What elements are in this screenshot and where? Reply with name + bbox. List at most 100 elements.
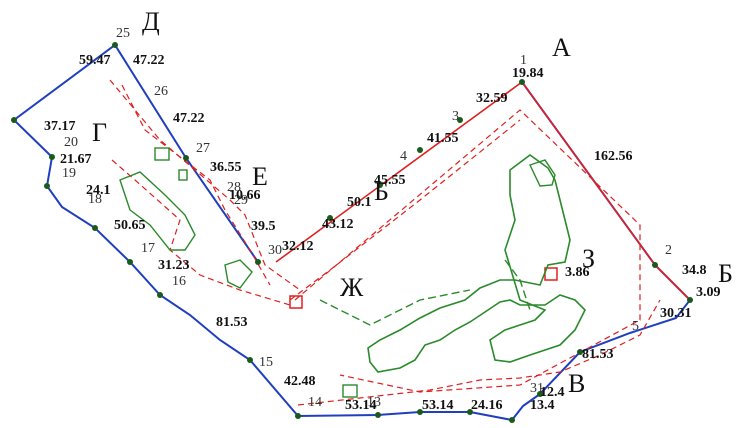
vertex (112, 42, 118, 48)
west-building-1 (119, 171, 196, 251)
segment-length: 3.86 (565, 265, 590, 280)
red-dashed-line-1 (294, 109, 641, 393)
west-building-2 (224, 259, 253, 289)
vertex (509, 417, 515, 423)
point-number: 4 (400, 149, 407, 164)
vertex (255, 259, 261, 265)
vertex (375, 412, 381, 418)
segment-length: 3.09 (696, 285, 721, 300)
segment-length: 42.48 (284, 374, 316, 389)
left-parcel-boundary (12, 43, 541, 422)
vertex (687, 297, 693, 303)
point-number: 17 (141, 241, 155, 256)
red-dashed-line-2 (109, 79, 301, 291)
vertex (417, 409, 423, 415)
segment-length: 53.14 (422, 398, 454, 413)
point-number: 3 (452, 109, 459, 124)
red-dashed-line-3 (121, 84, 271, 286)
segment-length: 81.53 (216, 315, 248, 330)
segment-length: 47.22 (173, 111, 205, 126)
point-number: 28 (227, 180, 241, 195)
point-number: 19 (62, 166, 76, 181)
vertex (652, 262, 658, 268)
point-number: 29 (234, 193, 248, 208)
corner-letter: Д (142, 7, 160, 36)
segment-length: 59.47 (79, 53, 111, 68)
point-number: 13 (367, 395, 381, 410)
corner-letter: З (582, 244, 595, 273)
segment-length: 30.31 (660, 306, 692, 321)
vertex (457, 117, 463, 123)
point-number: 31 (530, 381, 544, 396)
small-building-1 (154, 147, 170, 161)
vertex (127, 259, 133, 265)
segment-length: 50.1 (347, 195, 372, 210)
segment-length: 31.23 (158, 258, 190, 273)
vertex (11, 117, 17, 123)
point-number: 2 (665, 243, 672, 258)
segment-length: 45.55 (374, 173, 406, 188)
vertex (537, 391, 543, 397)
red-dashed-line-6 (289, 119, 521, 301)
point-number: 1 (520, 53, 527, 68)
segment-length: 32.12 (282, 239, 314, 254)
corner-letter: Б (374, 177, 389, 206)
point-number: 25 (116, 26, 130, 41)
segment-length: 32.59 (476, 91, 508, 106)
vertex (44, 183, 50, 189)
segment-length: 21.67 (60, 152, 92, 167)
vertex (417, 147, 423, 153)
segment-length: 47.22 (133, 53, 165, 68)
segment-length: 24.16 (471, 398, 503, 413)
vertex (467, 409, 473, 415)
point-number: 27 (196, 141, 210, 156)
north-building (529, 159, 556, 187)
segment-length: 13.4 (530, 398, 555, 413)
point-number: 14 (308, 395, 322, 410)
vertex (247, 357, 253, 363)
segment-length: 50.65 (114, 218, 146, 233)
vertex (92, 225, 98, 231)
vertex (577, 349, 583, 355)
red-dashed-line-5 (297, 299, 661, 406)
segment-length: 41.55 (427, 131, 459, 146)
segment-length: 10.66 (229, 188, 261, 203)
segment-length: 24.1 (86, 183, 111, 198)
small-building-2 (178, 169, 188, 181)
vertex (327, 215, 333, 221)
main-building (367, 154, 586, 373)
vertex (183, 155, 189, 161)
segment-length: 43.12 (322, 217, 354, 232)
point-number: 30 (268, 243, 282, 258)
green-dashed-line-2 (504, 259, 531, 311)
segment-length: 12.4 (540, 385, 565, 400)
point-number: 26 (154, 84, 168, 99)
corner-letter: В (568, 369, 585, 398)
point-number: 15 (259, 355, 273, 370)
point-number: 16 (172, 274, 186, 289)
vertices (11, 42, 693, 423)
corner-letter: Ж (340, 273, 364, 302)
vertex (295, 413, 301, 419)
vertex (519, 79, 525, 85)
vertex (49, 154, 55, 160)
segment-length: 162.56 (594, 149, 633, 164)
vertex (377, 182, 383, 188)
small-building-3 (342, 384, 358, 398)
segment-length: 39.5 (251, 219, 276, 234)
segment-length: 81.53 (582, 347, 614, 362)
segment-length: 34.8 (682, 263, 707, 278)
segment-length: 36.55 (210, 160, 242, 175)
segment-length: 53.14 (345, 398, 377, 413)
red-marker-1 (289, 295, 303, 309)
segment-length: 37.17 (44, 119, 76, 134)
corner-letter: Б (718, 259, 733, 288)
corner-letter: Е (252, 162, 268, 191)
vertex (157, 292, 163, 298)
green-dashed-line-1 (319, 289, 471, 326)
point-number: 5 (632, 319, 639, 334)
corner-letter: А (552, 33, 571, 62)
corner-letter: Г (92, 118, 107, 147)
segment-length: 19.84 (512, 66, 544, 81)
